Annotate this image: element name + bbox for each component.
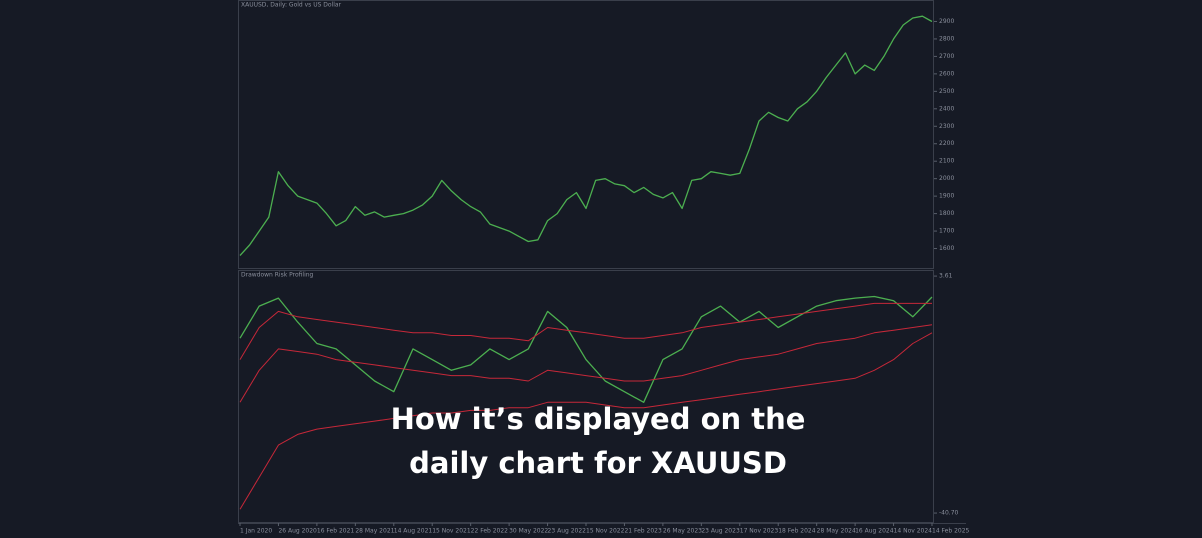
caption-line: daily chart for XAUUSD	[409, 446, 787, 480]
y-tick-label: 2500	[939, 88, 954, 95]
x-tick-label: 1 Jan 2020	[240, 528, 272, 535]
x-tick-label: 16 Aug 2024	[855, 528, 894, 535]
y-tick-label: 2800	[939, 35, 954, 42]
y-tick-label: 2100	[939, 158, 954, 165]
indicator-panel-frame	[238, 270, 934, 523]
y-tick-label: 2000	[939, 175, 954, 182]
y-tick-label: 3.61	[939, 273, 953, 280]
x-tick-label: 28 May 2024	[817, 528, 856, 535]
x-tick-label: 16 Feb 2021	[317, 528, 355, 535]
y-tick-label: 2300	[939, 123, 954, 130]
y-tick-label: 2700	[939, 53, 954, 60]
y-tick-label: 2200	[939, 140, 954, 147]
x-tick-label: 14 Aug 2021	[394, 528, 433, 535]
x-tick-label: 17 Nov 2023	[740, 528, 779, 535]
y-tick-label: -40.70	[939, 510, 959, 517]
x-tick-label: 18 Feb 2024	[778, 528, 816, 535]
y-tick-label: 2900	[939, 18, 954, 25]
y-tick-label: 1800	[939, 210, 954, 217]
y-tick-label: 2400	[939, 105, 954, 112]
y-tick-label: 1900	[939, 193, 954, 200]
indicator-panel-title: Drawdown Risk Profiling	[241, 272, 314, 279]
caption-line: How it’s displayed on the	[391, 402, 806, 436]
y-tick-label: 2600	[939, 70, 954, 77]
x-tick-label: 30 May 2022	[509, 528, 548, 535]
y-tick-label: 1600	[939, 245, 954, 252]
series-line	[239, 324, 933, 403]
x-tick-label: 21 Feb 2023	[624, 528, 662, 535]
x-tick-label: 15 Nov 2022	[586, 528, 625, 535]
x-tick-label: 22 Feb 2022	[471, 528, 509, 535]
x-tick-label: 23 Aug 2022	[548, 528, 587, 535]
x-tick-label: 14 Nov 2024	[894, 528, 933, 535]
x-tick-label: 15 Nov 2021	[432, 528, 471, 535]
x-tick-label: 23 Aug 2023	[701, 528, 740, 535]
x-tick-label: 26 May 2023	[663, 528, 702, 535]
y-tick-label: 1700	[939, 228, 954, 235]
series-line	[239, 332, 933, 510]
x-tick-label: 26 Aug 2020	[278, 528, 317, 535]
x-tick-label: 14 Feb 2025	[932, 528, 970, 535]
price-panel-title: XAUUSD, Daily: Gold vs US Dollar	[241, 2, 342, 9]
series-line	[239, 295, 933, 403]
price-panel-frame	[238, 0, 934, 269]
series-line	[239, 302, 932, 360]
series-line	[239, 15, 933, 256]
x-tick-label: 28 May 2021	[355, 528, 394, 535]
